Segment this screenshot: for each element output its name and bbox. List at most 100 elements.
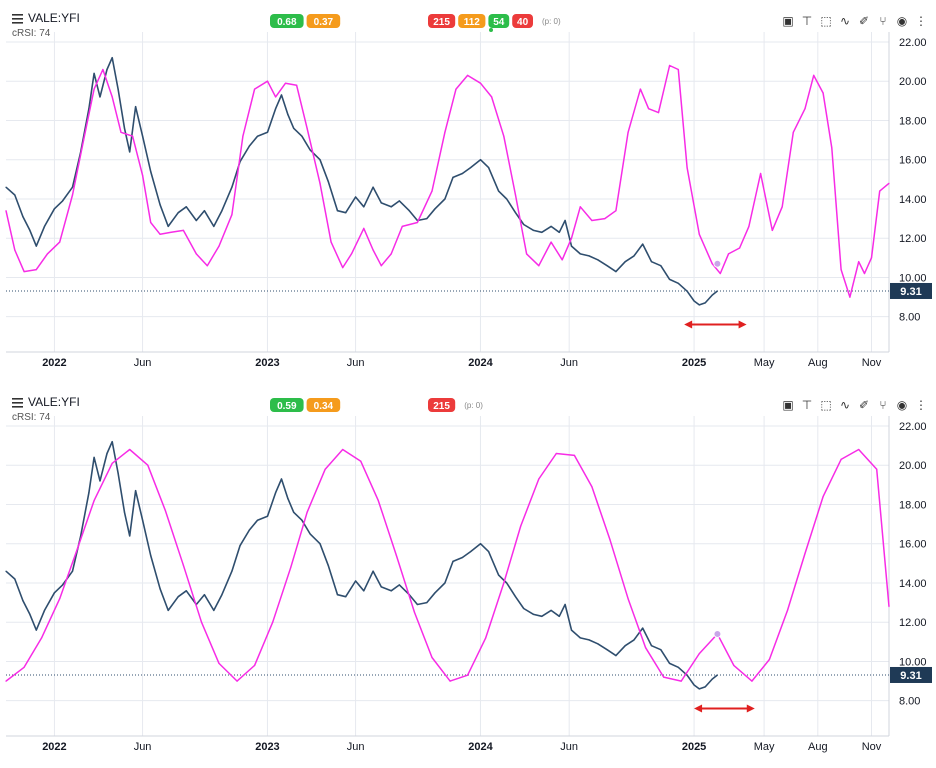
price-point [142,135,144,137]
price-point [624,645,626,647]
cycle-marker-dot [713,259,722,268]
price-point [660,649,662,651]
cycle-point [771,229,773,231]
price-point [426,602,428,604]
price-point [597,643,599,645]
price-point [345,212,347,214]
symbol-title[interactable]: VALE:YFI [28,11,80,25]
price-point [390,590,392,592]
price-point [479,159,482,161]
cycle-point [711,263,713,265]
pin-icon[interactable]: ⊤ [802,14,812,28]
cycle-badge [428,14,456,28]
cycle-point [444,131,446,133]
cycle-point [77,547,79,549]
expand-icon[interactable]: ⬚ [820,14,831,28]
compare-icon[interactable]: ∿ [840,14,850,28]
price-point [355,196,357,198]
y-tick-label: 10.00 [899,656,927,668]
cycle-point [680,680,682,682]
price-point [434,208,436,210]
cycle-point [319,182,321,184]
more-icon[interactable]: ⋮ [915,14,927,28]
price-point [642,627,644,629]
price-point [275,492,277,494]
cycle-point [503,135,505,137]
price-point [43,609,46,611]
price-point [167,609,169,611]
menu-icon-bar [12,406,23,408]
cycle-point [306,511,308,513]
indicator-icon[interactable]: ⑂ [879,398,886,412]
cycle-point [840,269,842,271]
cycle-point [786,609,789,611]
cycle-point [380,265,382,267]
cycle-point [648,108,650,110]
save-icon[interactable]: ▣ [782,398,793,412]
cycle-point [59,241,61,243]
signal-badge-text: 0.34 [314,401,334,412]
price-point [159,588,161,590]
price-point [716,674,719,676]
cycle-point [627,598,629,600]
cycle-point [591,219,593,222]
y-tick-label: 18.00 [899,115,927,127]
cycle-point [342,448,344,451]
draw-icon[interactable]: ✐ [859,14,869,28]
cycle-point [467,674,469,676]
price-point [71,570,74,572]
chart-svg-top: 8.00 10.00 12.00 14.00 16.00 18.00 20.00 22.00 2… [5,11,932,369]
price-point [185,206,187,208]
cycle-point [591,486,593,488]
more-icon[interactable]: ⋮ [915,398,927,412]
cycle-point [71,194,74,196]
menu-icon[interactable] [12,14,23,24]
cycle-point [83,139,85,141]
compare-icon[interactable]: ∿ [840,398,850,412]
eye-icon[interactable]: ◉ [897,398,907,412]
eye-icon[interactable]: ◉ [897,14,907,28]
cycle-point [377,500,379,502]
x-tick-label: May [754,357,775,369]
price-point [280,478,283,480]
cycle-point [46,253,49,255]
last-price-label-bg [890,666,932,683]
price-point [62,584,64,586]
cycle-point [195,253,197,255]
indicator-icon[interactable]: ⑂ [879,14,886,28]
cycle-point [555,452,557,455]
menu-icon-bar [12,398,23,400]
price-point [213,609,215,611]
price-point [93,72,95,74]
save-icon[interactable]: ▣ [782,14,793,28]
cycle-point [849,296,851,298]
price-point [129,535,131,537]
price-point [677,282,679,284]
last-price-label-text: 9.31 [900,286,921,298]
price-point [177,212,179,214]
x-tick-label: 2024 [468,741,493,753]
price-point [523,223,525,226]
cycle-point [296,84,298,86]
pin-icon[interactable]: ⊤ [802,398,812,412]
expand-icon[interactable]: ⬚ [820,398,831,412]
cycle-point [739,247,741,249]
price-point [606,649,608,651]
cycle-point [363,227,365,229]
price-point [461,172,463,175]
price-point [579,253,581,255]
draw-icon[interactable]: ✐ [859,398,869,412]
menu-icon[interactable] [12,398,23,408]
cycle-point [23,271,25,273]
arrow-head-left [684,320,693,329]
price-point [698,304,700,306]
price-point [93,456,95,458]
cycle-point [760,172,762,175]
symbol-title[interactable]: VALE:YFI [28,395,80,409]
y-tick-label: 20.00 [899,76,927,88]
x-tick-label: 2023 [255,741,279,753]
cycle-point [390,253,392,255]
cycle-point [275,96,277,98]
cycle-point [266,80,269,82]
price-point [650,261,653,263]
